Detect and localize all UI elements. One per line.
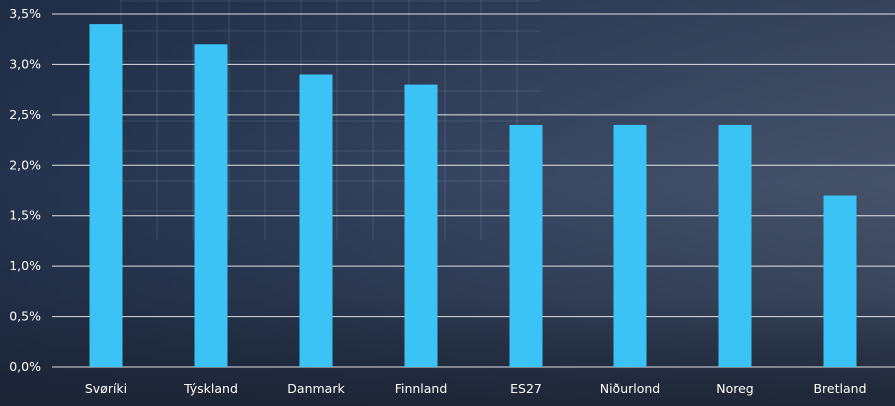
x-category-label: Týskland [183,381,238,396]
x-category-label: Niðurlond [600,381,661,396]
gridlines [52,13,895,368]
y-tick-label: 2,5% [9,107,41,122]
x-category-label: ES27 [510,381,542,396]
y-tick-label: 1,5% [9,208,41,223]
y-tick-label: 2,0% [9,157,41,172]
x-category-label: Svøríki [85,381,127,396]
y-tick-label: 3,0% [9,56,41,71]
y-tick-label: 0,5% [9,309,41,324]
bar [823,195,857,367]
bar [89,24,123,367]
y-axis-ticks: 0,0% 0,5% 1,0% 1,5% 2,0% 2,5% 3,0% 3,5% [9,6,41,374]
bar [509,124,543,367]
x-axis-categories: Svøríki Týskland Danmark Finnland ES27 Niðurl… [85,381,867,396]
bar [613,124,647,367]
bar [194,44,228,367]
x-category-label: Finnland [395,381,448,396]
bar [404,84,438,367]
bar [299,74,333,367]
y-tick-label: 1,0% [9,258,41,273]
bars [89,24,857,367]
x-category-label: Noreg [716,381,754,396]
y-tick-label: 3,5% [9,6,41,21]
bar [718,124,752,367]
y-tick-label: 0,0% [9,359,41,374]
x-category-label: Danmark [287,381,345,396]
x-category-label: Bretland [813,381,866,396]
